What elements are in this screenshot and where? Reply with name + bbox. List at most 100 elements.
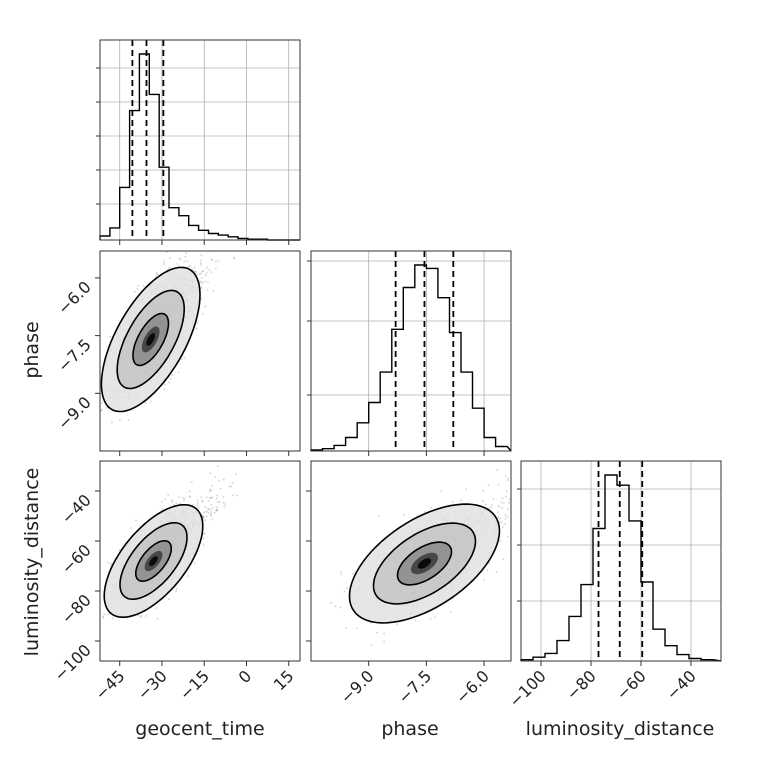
scatter-point [177,265,180,267]
scatter-point [215,509,217,512]
panel-frame [310,460,512,662]
scatter-point [429,617,432,620]
contour-line-2 [119,522,188,600]
scatter-point [190,481,193,483]
scatter-point [184,255,187,258]
panel-frame [99,460,301,662]
scatter-point [197,506,200,509]
scatter-point [499,517,501,520]
scatter-point [205,510,208,513]
scatter-point [215,506,218,508]
scatter-point [189,496,192,498]
scatter-point [202,515,204,518]
scatter-point [513,495,515,497]
scatter-point [222,501,225,504]
scatter-point [171,374,174,376]
scatter-point [196,273,198,276]
scatter-point [196,321,199,324]
x-tick-label: 15 [270,666,298,694]
x-tick-label: −45 [91,666,128,703]
scatter-point [236,494,239,497]
scatter-point [209,513,212,516]
scatter-point [196,502,199,504]
scatter-point [168,267,171,269]
scatter-point [201,499,204,502]
scatter-point [199,280,202,283]
scatter-point [207,511,210,514]
scatter-point [502,526,504,528]
scatter-point [216,494,219,497]
histogram-step [99,53,300,241]
scatter-point [355,627,358,630]
scatter-point [207,281,209,284]
ylabel-phase: phase [21,321,43,378]
contour-line-1 [396,541,453,586]
scatter-point [196,504,199,507]
scatter-point [89,597,91,599]
scatter-point [507,501,510,504]
scatter-point [228,485,231,487]
scatter-point [503,523,506,525]
scatter-point [160,500,163,503]
scatter-point [210,497,212,499]
scatter-point [210,489,213,492]
scatter-point [204,274,207,277]
scatter-point [204,519,207,522]
scatter-point [496,469,498,472]
contour-line-1 [132,312,170,367]
scatter-point [490,506,493,509]
scatter-point [450,611,452,613]
scatter-point [414,619,416,622]
scatter-point [102,615,104,618]
scatter-point [178,257,181,260]
scatter-point [502,502,505,505]
scatter-point [109,562,112,565]
scatter-point [210,514,213,517]
scatter-point [106,562,109,564]
scatter-point [212,241,214,243]
scatter-point [345,626,347,629]
scatter-point [370,644,373,646]
scatter-point [496,511,499,514]
scatter-point [139,615,142,617]
scatter-point [173,503,176,506]
scatter-point [498,505,500,508]
scatter-point [102,616,105,619]
scatter-point [434,616,437,618]
panel-background [521,461,721,661]
scatter-point [142,285,145,288]
scatter-point [163,263,165,265]
scatter-point [340,573,343,576]
scatter-point [514,496,516,498]
scatter-point [183,260,186,263]
x-tick-label: −7.5 [394,666,435,707]
scatter-point [506,477,509,480]
contour-line-3 [100,266,201,413]
scatter-point [396,623,398,626]
scatter-point [97,596,99,598]
histogram-step [520,474,722,662]
scatter-point [211,507,214,509]
y-tick-label: −40 [58,490,95,527]
xlabel-phase: phase [381,718,438,740]
scatter-point [203,532,206,535]
y-tick-label: −7.5 [54,335,95,376]
x-tick-label: −9.0 [337,666,378,707]
scatter-point [507,479,509,481]
scatter-point [383,632,385,635]
scatter-point [106,406,108,409]
scatter-point [497,483,500,486]
scatter-point [501,497,504,500]
scatter-point [208,269,211,271]
x-tick-label: 0 [235,666,256,687]
scatter-point [175,263,178,265]
scatter-point [219,246,221,248]
scatter-point [352,572,354,575]
scatter-point [500,521,503,524]
scatter-point [507,508,509,511]
scatter-point [134,290,137,293]
scatter-point [193,266,196,269]
scatter-point [175,587,178,590]
scatter-point [504,495,507,498]
scatter-point [214,267,217,270]
